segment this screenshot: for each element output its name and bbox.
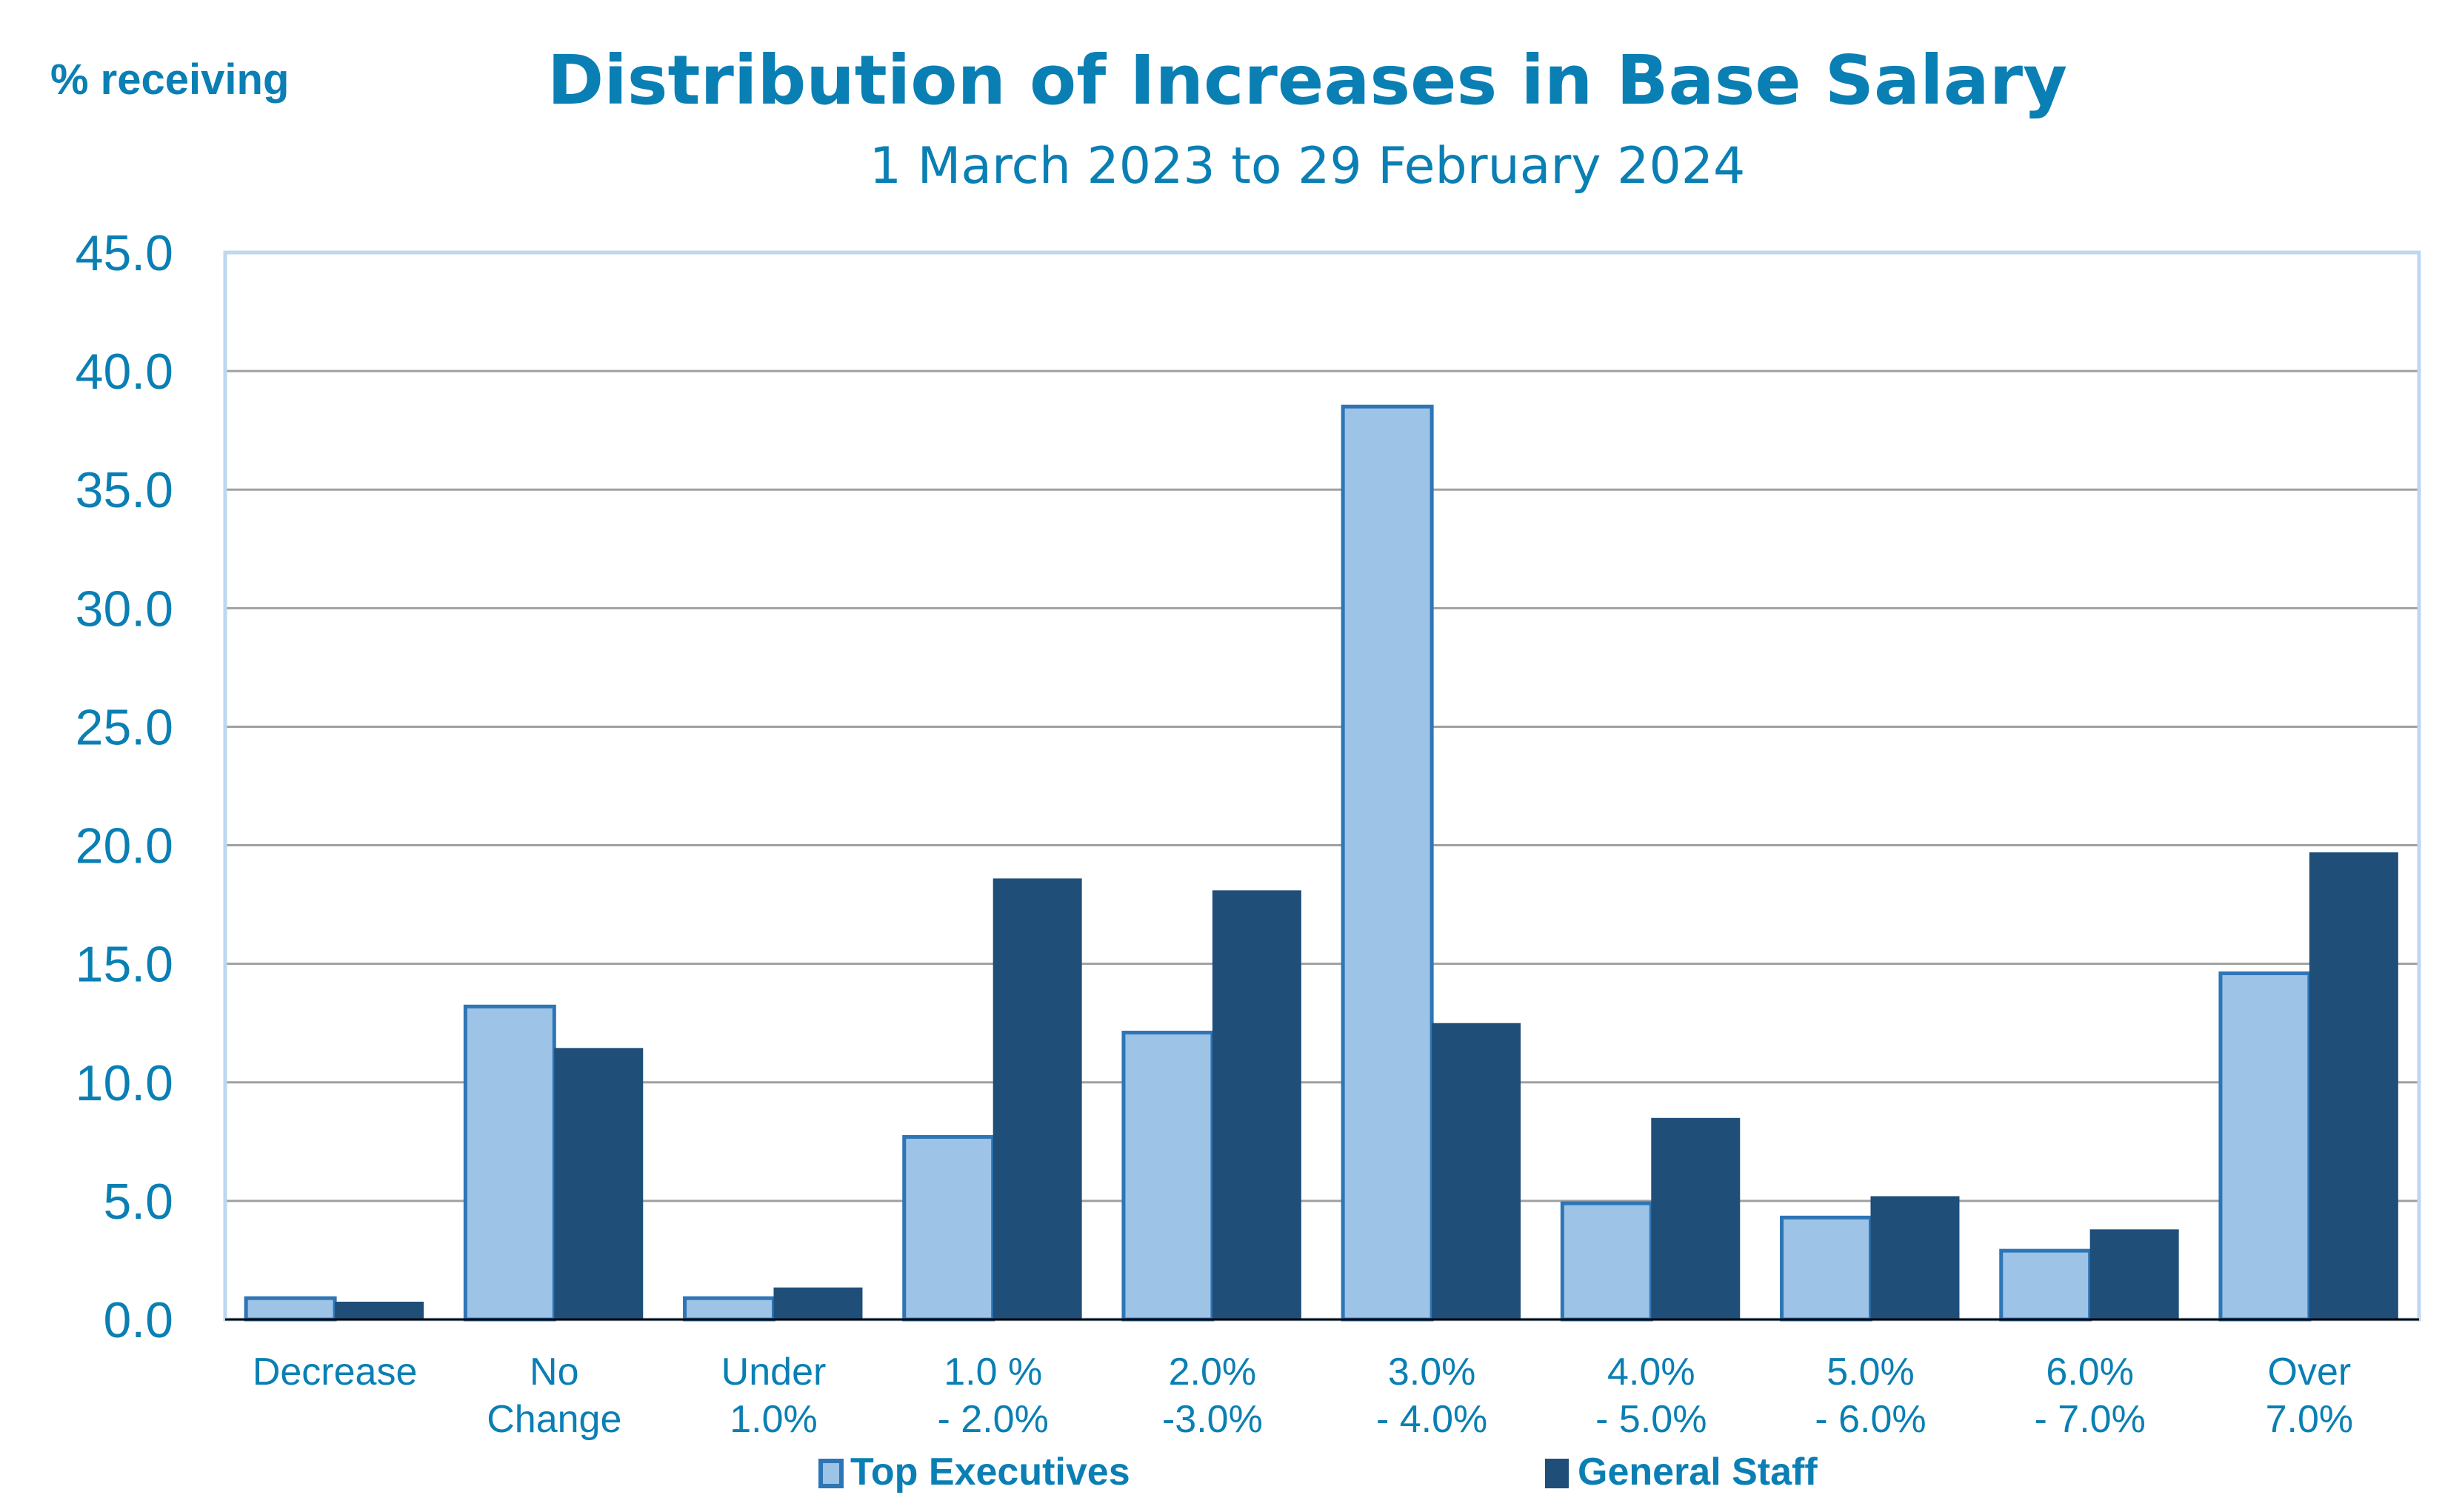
y-tick-label: 10.0 bbox=[76, 1055, 173, 1111]
y-tick-label: 40.0 bbox=[76, 344, 173, 400]
bar-general-staff bbox=[335, 1301, 424, 1319]
bar-top-executives bbox=[2218, 971, 2312, 1322]
x-tick-label: 6.0% - 7.0% bbox=[2035, 1351, 2146, 1441]
legend-item-top-executives[interactable]: Top Executives bbox=[818, 1451, 1130, 1493]
bar-general-staff bbox=[1432, 1023, 1521, 1319]
bar-general-staff bbox=[1870, 1196, 1960, 1319]
legend-label-general-staff: General Staff bbox=[1578, 1451, 1818, 1493]
legend-swatch-general-staff bbox=[1545, 1459, 1569, 1488]
chart-title: Distribution of Increases in Base Salary bbox=[547, 41, 2067, 120]
bar-top-executives bbox=[1121, 1031, 1215, 1322]
y-tick-label: 0.0 bbox=[103, 1292, 173, 1348]
x-tick-label: 4.0% - 5.0% bbox=[1595, 1351, 1707, 1441]
bar-general-staff bbox=[773, 1287, 863, 1319]
x-tick-label: 3.0% - 4.0% bbox=[1376, 1351, 1487, 1441]
y-tick-label: 45.0 bbox=[76, 225, 173, 281]
x-tick-label: 2.0% -3.0% bbox=[1162, 1351, 1263, 1441]
x-axis-ticks: Decrease No Change Under 1.0% 1.0 % - 2.0% 2.0%… bbox=[253, 1351, 2353, 1441]
y-tick-label: 20.0 bbox=[76, 818, 173, 874]
y-tick-label: 15.0 bbox=[76, 937, 173, 993]
y-axis-ticks: 0.0 5.0 10.0 15.0 20.0 25.0 30.0 35.0 40.0 45.0 bbox=[76, 225, 173, 1348]
chart-subtitle: 1 March 2023 to 29 February 2024 bbox=[870, 137, 1745, 195]
y-tick-label: 25.0 bbox=[76, 699, 173, 755]
bar-general-staff bbox=[554, 1048, 644, 1319]
bar-top-executives bbox=[244, 1296, 337, 1322]
y-axis-label: % receiving bbox=[50, 56, 289, 104]
bar-top-executives bbox=[1560, 1201, 1653, 1322]
legend: Top Executives General Staff bbox=[818, 1451, 1818, 1493]
legend-swatch-top-executives bbox=[818, 1459, 844, 1488]
bar-general-staff bbox=[993, 878, 1082, 1319]
bar-general-staff bbox=[2309, 852, 2398, 1319]
x-tick-label: Under 1.0% bbox=[721, 1351, 827, 1441]
x-tick-label: 5.0% - 6.0% bbox=[1815, 1351, 1926, 1441]
bar-top-executives bbox=[463, 1004, 556, 1322]
y-tick-label: 5.0 bbox=[103, 1174, 173, 1230]
x-tick-label: 1.0 % - 2.0% bbox=[938, 1351, 1049, 1441]
bar-top-executives bbox=[1341, 404, 1434, 1322]
legend-label-top-executives: Top Executives bbox=[850, 1451, 1130, 1493]
bar-general-staff bbox=[1651, 1117, 1741, 1319]
bar-top-executives bbox=[1999, 1248, 2092, 1322]
y-tick-label: 35.0 bbox=[76, 462, 173, 518]
bar-top-executives bbox=[902, 1134, 995, 1322]
x-tick-label: No Change bbox=[487, 1351, 621, 1441]
x-tick-label: Decrease bbox=[253, 1351, 418, 1394]
bar-general-staff bbox=[1212, 890, 1301, 1319]
legend-item-general-staff[interactable]: General Staff bbox=[1545, 1451, 1818, 1493]
bars bbox=[244, 404, 2398, 1322]
bar-top-executives bbox=[1780, 1215, 1873, 1322]
y-tick-label: 30.0 bbox=[76, 581, 173, 637]
x-tick-label: Over 7.0% bbox=[2266, 1351, 2354, 1441]
bar-general-staff bbox=[2089, 1229, 2179, 1319]
bar-top-executives bbox=[683, 1296, 775, 1322]
